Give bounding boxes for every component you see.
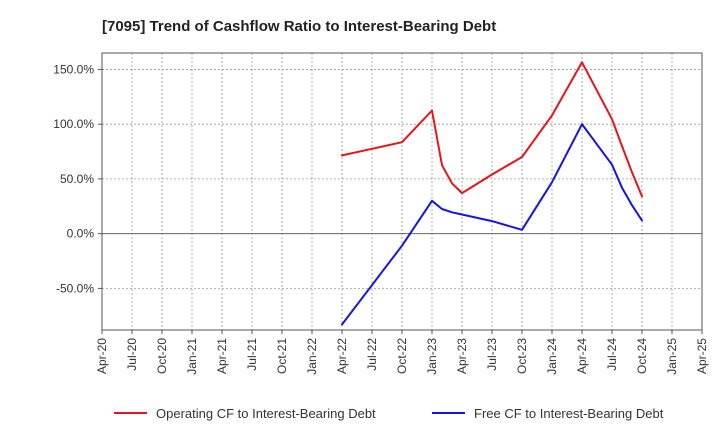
x-tick-label: Jan-21 bbox=[185, 338, 199, 375]
x-tick-label: Jul-24 bbox=[605, 338, 619, 371]
grid bbox=[101, 53, 703, 330]
legend-label-operating-cf: Operating CF to Interest-Bearing Debt bbox=[156, 406, 376, 421]
x-axis: Apr-20 Jul-20 Oct-20 Jan-21 Apr-21 Jul-21 Oct-… bbox=[95, 330, 709, 375]
series-group bbox=[341, 61, 643, 326]
x-tick-label: Jul-22 bbox=[365, 338, 379, 371]
x-tick-label: Oct-23 bbox=[515, 338, 529, 374]
x-tick-label: Jul-21 bbox=[245, 338, 259, 371]
series-line-operating-cf bbox=[341, 61, 643, 198]
series-line-free-cf bbox=[341, 123, 643, 326]
x-tick-label: Jan-24 bbox=[545, 338, 559, 375]
x-tick-label: Oct-24 bbox=[635, 338, 649, 374]
x-tick-label: Jul-20 bbox=[125, 338, 139, 371]
x-tick-label: Apr-21 bbox=[215, 338, 229, 374]
y-tick-label: -50.0% bbox=[56, 281, 94, 295]
x-tick-label: Jan-23 bbox=[425, 338, 439, 375]
chart-title: [7095] Trend of Cashflow Ratio to Intere… bbox=[102, 18, 496, 35]
y-tick-label: 50.0% bbox=[60, 172, 94, 186]
y-tick-label: 100.0% bbox=[53, 117, 94, 131]
x-tick-label: Apr-23 bbox=[455, 338, 469, 374]
y-tick-label: 0.0% bbox=[67, 227, 95, 241]
y-axis: 150.0% 100.0% 50.0% 0.0% -50.0% bbox=[53, 62, 102, 295]
x-tick-label: Jan-22 bbox=[305, 338, 319, 375]
x-tick-label: Jul-23 bbox=[485, 338, 499, 371]
x-tick-label: Oct-20 bbox=[155, 338, 169, 374]
x-tick-label: Oct-21 bbox=[275, 338, 289, 374]
x-tick-label: Jan-25 bbox=[665, 338, 679, 375]
x-tick-label: Apr-20 bbox=[95, 338, 109, 374]
x-tick-label: Apr-25 bbox=[695, 338, 709, 374]
legend-label-free-cf: Free CF to Interest-Bearing Debt bbox=[474, 406, 664, 421]
x-tick-label: Apr-24 bbox=[575, 338, 589, 374]
y-tick-label: 150.0% bbox=[53, 62, 94, 76]
x-tick-label: Oct-22 bbox=[395, 338, 409, 374]
x-tick-label: Apr-22 bbox=[335, 338, 349, 374]
legend: Operating CF to Interest-Bearing Debt Fre… bbox=[114, 406, 664, 421]
